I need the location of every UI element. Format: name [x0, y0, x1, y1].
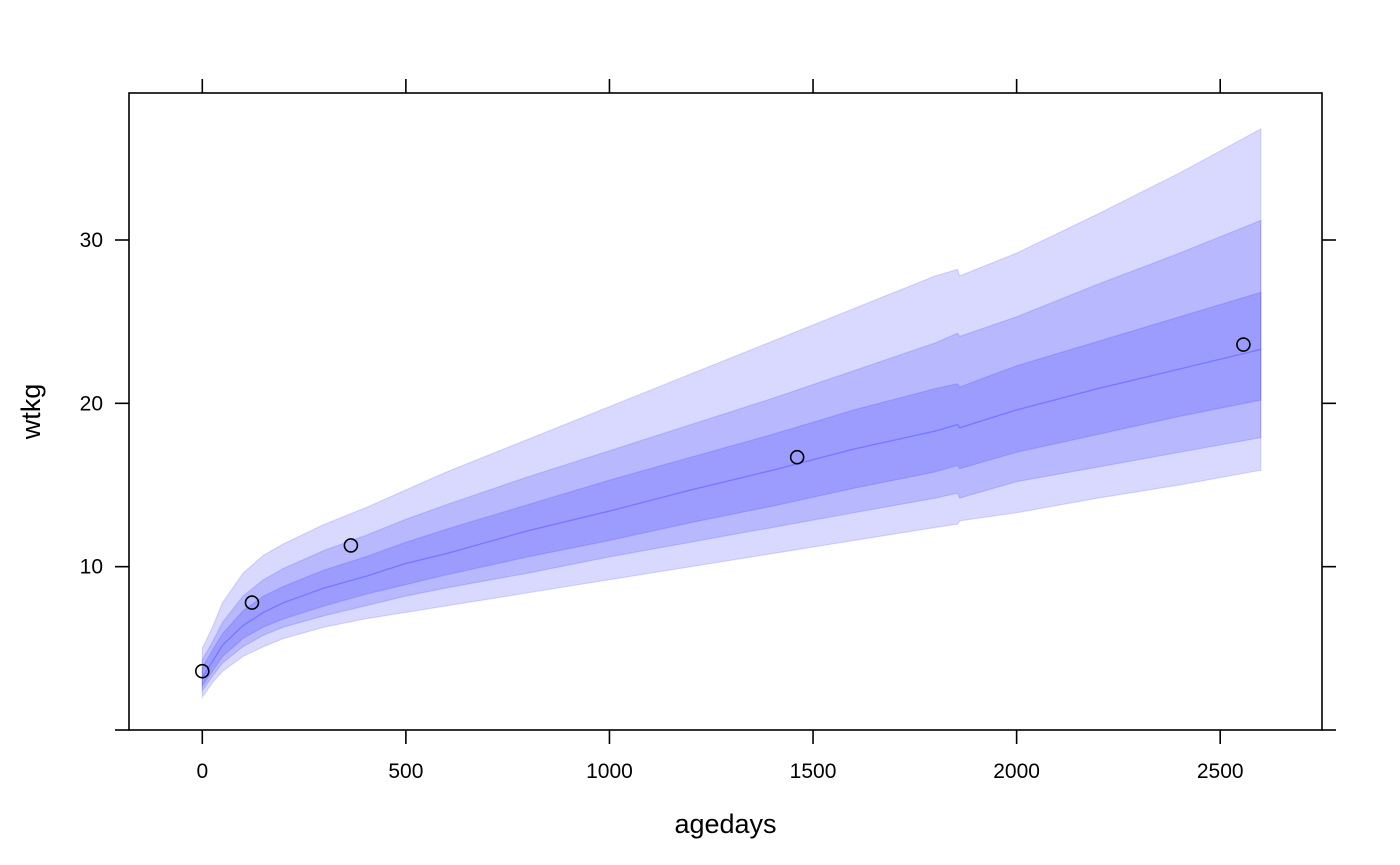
data-points — [194, 337, 1251, 679]
data-point-4 — [789, 449, 805, 465]
median-curve — [201, 348, 1262, 679]
y-tick-label: 10 — [80, 556, 103, 579]
reference-band-1 — [201, 127, 1262, 700]
reference-band-2 — [201, 219, 1262, 693]
axis-ticks — [115, 79, 1336, 744]
x-tick-label: 500 — [388, 760, 423, 783]
data-point-3 — [343, 538, 359, 553]
y-tick-label: 20 — [80, 392, 103, 415]
data-point-5 — [1236, 337, 1251, 352]
x-tick-label: 1000 — [586, 760, 633, 783]
median-line — [201, 348, 1262, 679]
x-axis-title: agedays — [674, 809, 776, 839]
reference-bands — [201, 127, 1262, 700]
x-tick-label: 2500 — [1197, 760, 1244, 783]
data-point-2 — [244, 595, 260, 610]
x-tick-label: 2000 — [993, 760, 1040, 783]
reference-band-3 — [201, 291, 1262, 688]
y-tick-label: 30 — [80, 229, 103, 252]
data-point-1 — [194, 663, 210, 679]
plot-frame — [128, 92, 1323, 731]
x-tick-label: 0 — [196, 760, 208, 783]
tick-labels: 0 500 1000 1500 2000 2500 10 20 30 — [80, 229, 1244, 783]
x-tick-label: 1500 — [790, 760, 837, 783]
y-axis-title: wtkg — [16, 384, 46, 441]
